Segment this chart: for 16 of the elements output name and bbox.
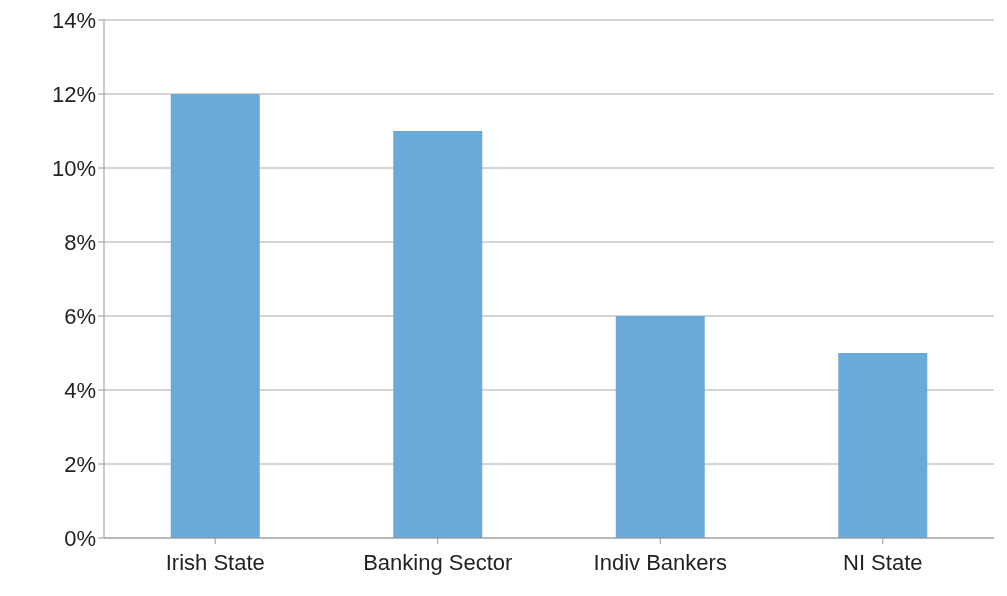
bar — [615, 316, 705, 538]
x-tick-label: Irish State — [165, 549, 265, 575]
bar — [170, 94, 260, 538]
bar — [838, 353, 928, 538]
y-tick-label: 4% — [64, 377, 96, 403]
x-tick-label: NI State — [843, 549, 923, 575]
y-tick-label: 6% — [64, 303, 96, 329]
y-tick-label: 0% — [64, 525, 96, 551]
x-tick-label: Indiv Bankers — [593, 549, 727, 575]
bar — [393, 131, 483, 538]
y-tick-label: 12% — [51, 81, 96, 107]
y-tick-label: 2% — [64, 451, 96, 477]
y-tick-label: 14% — [51, 7, 96, 33]
y-tick-label: 10% — [51, 155, 96, 181]
x-tick-label: Banking Sector — [363, 549, 513, 575]
y-tick-label: 8% — [64, 229, 96, 255]
